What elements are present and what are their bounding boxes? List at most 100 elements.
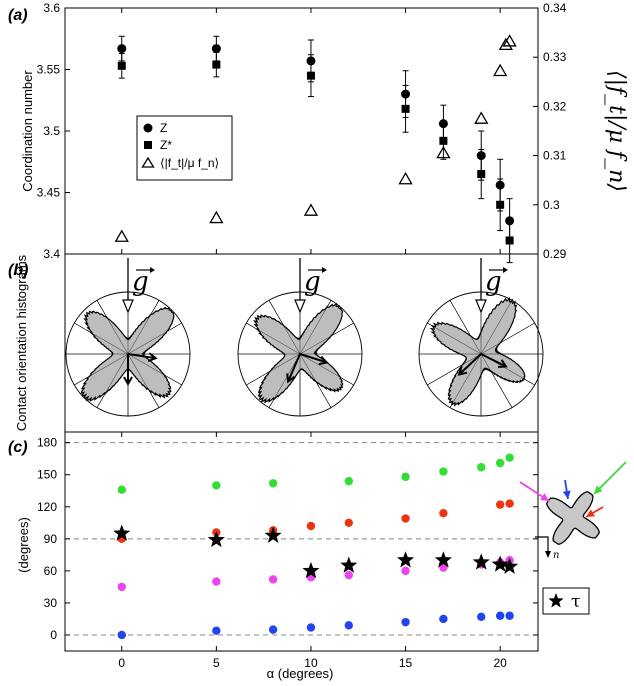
panel-a-right-axis-label: ⟨|f_t|/μ f_n⟩ [604,70,629,192]
legend-box [136,115,233,181]
panel-a: 3.4 3.45 3.5 3.55 3.6 0.29 0.3 0.31 0.32 0.33 0.3… [20,1,629,264]
zstar-point [505,236,514,245]
ratio-point [436,145,451,159]
y-tick-label: 3.5 [43,124,60,138]
lobe-angle-point [212,626,221,635]
lobe-angle-point [495,500,505,509]
force-arrow [287,353,301,382]
lobe-angle-point [401,472,410,482]
gravity-arrow-head [294,299,306,314]
lobe-angle-point [495,458,505,468]
force-arrow [299,353,327,364]
panel-b: Contact orientation histograms g g g [14,253,544,433]
ratio-point [209,210,224,224]
x-tick-label: 10 [304,656,318,670]
lobe-angle-point [495,611,505,620]
ratio-point [114,229,129,242]
lobe-angle-point [306,521,316,531]
lobe-angle-point [401,617,410,627]
tau-point [302,561,320,579]
legend-marker-ratio [141,156,155,168]
gravity-vector-label: g [485,267,502,297]
panel-a-data [114,34,517,264]
lobe-angle-point [344,518,353,528]
force-arrow [458,353,482,376]
panel-a-left-axis: 3.4 3.45 3.5 3.55 3.6 [37,1,501,261]
lobe-angle-point [401,514,410,523]
panel-a-right-axis: 0.29 0.3 0.31 0.32 0.33 0.34 [533,1,567,261]
panel-b-y-axis-label-text: Contact orientation histograms [14,254,29,431]
inset-arrow-head [586,509,595,517]
tau-point [113,524,131,541]
lobe-angle-point [505,453,514,462]
lobe-angle-point [344,570,353,580]
x-tick-label: 20 [493,656,507,670]
panel-c-x-axis-label: α (degrees) [267,666,334,681]
inset-arrow-head [540,493,549,501]
y-tick-label: 0 [50,628,57,642]
zstar-point [306,71,315,80]
force-arrow [127,353,156,360]
tau-legend-star [548,593,564,608]
rosette: g [65,258,191,417]
panel-c-x-axis: 0 5 10 15 20 [118,432,507,670]
panel-c-y-axis-label: (degrees) [16,517,31,573]
ratio-point [474,111,489,124]
panel-c-reference-lines [65,442,538,636]
tau-point [207,530,225,548]
legend-marker-z [143,123,153,133]
panel-b-label: (b) [8,262,28,279]
lobe-angle-point [505,611,514,620]
lobe-angle-point [344,621,353,630]
tau-point [397,551,415,568]
inset-arrow-head [562,490,571,499]
ratio-point [398,171,413,185]
legend-label-z: Z [160,121,167,135]
inset-arrow-head [594,485,603,494]
vector-overarrow-head [150,267,155,273]
panel-c-legend: τ [542,587,590,615]
tau-point [340,556,358,573]
y2-tick-label: 0.34 [543,1,567,15]
y2-tick-label: 0.32 [543,99,567,113]
zstar-point [117,61,126,70]
x-tick-label: 5 [213,656,220,670]
lobe-angle-point [117,582,126,592]
lobe-angle-point [268,479,278,488]
lobe-angle-point [268,575,278,584]
zstar-point [477,170,486,179]
gravity-arrow-head [122,299,134,314]
lobe-angle-point [505,499,514,508]
ratio-point [493,63,508,77]
y-tick-label: 60 [44,564,58,578]
tau-point [434,551,452,568]
contact-orientation-histogram [429,296,526,407]
zstar-point [212,60,221,69]
lobe-angle-point [439,614,448,624]
gravity-vector-label: g [132,267,149,297]
panel-a-legend: Z Z* ⟨|f_t|/μ f_n⟩ [136,115,233,181]
force-arrow-head [497,359,508,368]
lobe-angle-point [477,463,486,472]
force-arrow-head [123,376,133,387]
tau-point [501,557,519,574]
y2-tick-label: 0.29 [543,247,567,261]
ratio-point [502,34,517,47]
lobe-angle-point [344,476,353,486]
force-arrow-head [147,352,158,363]
tau-legend-box [542,587,590,615]
lobe-angle-point [439,508,448,518]
y2-tick-label: 0.3 [543,198,560,212]
panel-a-frame [64,7,539,255]
panel-c-label: (c) [8,439,28,456]
panel-a-label: (a) [8,7,28,24]
lobe-angle-point [477,612,486,622]
inset-clover: n [519,461,627,561]
z-point [211,44,221,54]
inset-normal-label: n [553,550,559,561]
y-tick-label: 30 [44,596,58,610]
inset-clover-shape [545,490,601,546]
lobe-angle-point [401,566,410,576]
ratio-point [303,203,319,216]
y-tick-label: 3.45 [37,186,61,200]
